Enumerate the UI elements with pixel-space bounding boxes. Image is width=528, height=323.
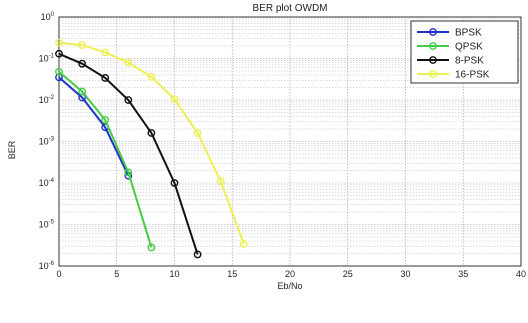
y-axis-label: BER [7,140,17,159]
series-8-psk [55,49,202,259]
series-line [58,70,153,248]
legend: BPSK QPSK 8-PSK 16-PSK [410,20,519,84]
series-qpsk [55,67,156,252]
legend-marker [429,56,437,64]
legend-label: QPSK [455,42,483,53]
y-axis-ticks: 100 10-1 10-2 10-3 10-4 10-5 10-6 [39,12,55,271]
x-tick-label: 15 [227,269,237,279]
data-point [55,49,63,58]
x-tick-label: 0 [56,269,61,279]
series-16-psk [55,38,248,248]
data-point [193,250,202,259]
legend-item: QPSK [417,42,483,53]
x-tick-label: 20 [285,269,295,279]
y-tick-label: 10-2 [39,95,55,105]
data-point [216,177,225,186]
series-line [58,41,245,245]
data-point [124,58,133,67]
data-point [124,168,133,177]
x-tick-label: 35 [458,269,468,279]
data-point [124,96,133,104]
legend-item: 8-PSK [417,56,484,67]
data-point [101,116,110,124]
legend-label: 16-PSK [455,70,490,81]
x-tick-label: 10 [169,269,179,279]
data-point [193,129,202,137]
data-point [147,73,156,81]
y-tick-label: 10-6 [39,261,55,271]
series-line [58,76,130,177]
data-point [78,41,87,50]
data-point [55,67,63,76]
data-point [147,129,156,137]
data-point [239,240,248,248]
series-line [58,52,199,255]
x-axis-ticks: 0 5 10 15 20 25 30 35 40 [56,269,526,279]
legend-label: BPSK [455,28,482,39]
legend-label: 8-PSK [455,56,484,67]
data-point [55,38,63,47]
data-point [55,73,63,82]
y-tick-label: 10-4 [39,178,55,188]
y-tick-label: 10-1 [39,54,55,64]
grid [59,17,521,266]
x-axis-label: Eb/No [277,281,302,291]
data-point [170,179,179,187]
legend-marker [429,42,437,50]
y-tick-label: 100 [41,12,55,22]
legend-item: BPSK [417,28,482,39]
data-point [101,74,110,82]
legend-marker [429,28,437,36]
x-tick-label: 40 [516,269,526,279]
data-point [78,59,87,68]
data-point [147,243,156,252]
data-point [170,95,179,104]
series-group [55,38,248,259]
data-point [78,87,87,96]
x-tick-label: 30 [400,269,410,279]
legend-marker [429,70,437,78]
data-point [101,48,110,57]
legend-item: 16-PSK [417,70,490,81]
x-tick-label: 5 [114,269,119,279]
y-tick-label: 10-3 [39,137,55,147]
y-tick-label: 10-5 [39,220,55,230]
x-tick-label: 25 [343,269,353,279]
chart-title: BER plot OWDM [252,3,327,14]
